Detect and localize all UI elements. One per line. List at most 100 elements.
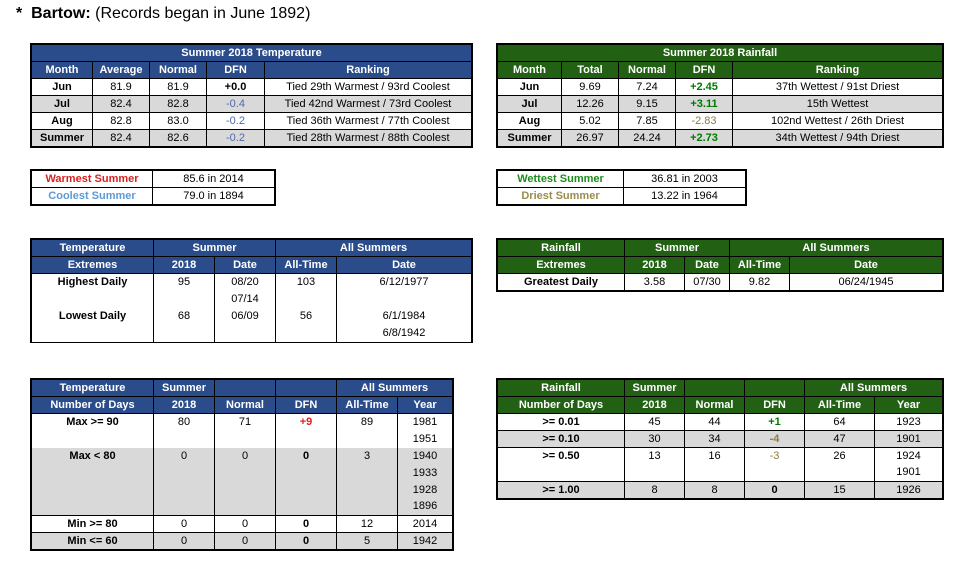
rainfall-extremes-table: Rainfall Summer All Summers Extremes 201…: [496, 238, 944, 292]
average-cell: 82.8: [92, 112, 150, 130]
days-header-line1: Rainfall: [497, 379, 625, 397]
alltime-header: All-Time: [336, 396, 398, 414]
min80-label: Min >= 80: [31, 515, 154, 533]
days-header-line2: Number of Days: [31, 396, 154, 414]
max80-year-3: 1928: [397, 481, 453, 499]
all-summers-header: All Summers: [275, 239, 472, 257]
table-row: 07/14: [31, 290, 472, 308]
table-row: Highest Daily 95 08/20 103 6/12/1977: [31, 273, 472, 291]
rainfall-days-table: Rainfall Summer All Summers Number of Da…: [496, 378, 944, 500]
dfn-cell: +0.0: [206, 78, 265, 96]
r010-normal: 34: [684, 430, 745, 448]
max90-normal: 71: [214, 413, 276, 431]
alltime-date-header: Date: [789, 256, 943, 274]
r050-year: 1924: [874, 447, 943, 465]
table-row: 1933: [31, 464, 453, 482]
normal-cell: 24.24: [618, 129, 676, 147]
ranking-cell: Tied 29th Warmest / 93rd Coolest: [264, 78, 472, 96]
temperature-days-table: Temperature Summer All Summers Number of…: [30, 378, 454, 551]
col-header: DFN: [206, 61, 265, 79]
dfn-header: DFN: [275, 396, 337, 414]
table-row: >= 0.10 30 34 -4 47 1901: [497, 430, 943, 448]
table-row: Driest Summer 13.22 in 1964: [497, 187, 746, 205]
min80-dfn: 0: [275, 515, 337, 533]
table-row: Aug 82.8 83.0 -0.2 Tied 36th Warmest / 7…: [31, 112, 472, 130]
lowest-alltime-date: 6/1/1984: [336, 307, 472, 325]
min60-year: 1942: [397, 532, 453, 550]
r050-value: 13: [624, 447, 685, 465]
max80-year: 1940: [397, 447, 453, 465]
month-cell: Jun: [497, 78, 562, 96]
col-header: Ranking: [264, 61, 472, 79]
table-row: Warmest Summer 85.6 in 2014: [31, 170, 275, 188]
highest-daily-value: 95: [153, 273, 215, 291]
table-row: 1928: [31, 481, 453, 499]
r100-normal: 8: [684, 481, 745, 499]
greatest-daily-date: 07/30: [684, 273, 730, 291]
coolest-summer-label: Coolest Summer: [31, 187, 153, 205]
r100-value: 8: [624, 481, 685, 499]
col-header: Total: [561, 61, 619, 79]
total-cell: 9.69: [561, 78, 619, 96]
min80-value: 0: [153, 515, 215, 533]
wettest-summer-value: 36.81 in 2003: [623, 170, 746, 188]
table-title: Summer 2018 Rainfall: [496, 44, 944, 62]
temperature-extremes-table: Temperature Summer All Summers Extremes …: [30, 238, 473, 343]
r100-alltime: 15: [804, 481, 875, 499]
extremes-header-line1: Temperature: [31, 239, 154, 257]
lowest-daily-value: 68: [153, 307, 215, 325]
r100-label: >= 1.00: [497, 481, 625, 499]
temperature-records-table: Warmest Summer 85.6 in 2014 Coolest Summ…: [30, 169, 276, 206]
r050-alltime: 26: [804, 447, 875, 465]
year-header: 2018: [153, 396, 215, 414]
table-row: Lowest Daily 68 06/09 56 6/1/1984: [31, 307, 472, 325]
normal-cell: 82.6: [149, 129, 207, 147]
greatest-alltime-date: 06/24/1945: [789, 273, 943, 291]
col-header: Month: [31, 61, 93, 79]
total-cell: 26.97: [561, 129, 619, 147]
r050-normal: 16: [684, 447, 745, 465]
greatest-daily-value: 3.58: [624, 273, 685, 291]
all-summers-header: All Summers: [804, 379, 943, 397]
warmest-summer-value: 85.6 in 2014: [152, 170, 275, 188]
normal-cell: 7.85: [618, 112, 676, 130]
month-cell: Jun: [31, 78, 93, 96]
normal-cell: 83.0: [149, 112, 207, 130]
r001-dfn: +1: [744, 413, 805, 431]
max90-alltime: 89: [336, 413, 398, 431]
highest-daily-date-2: 07/14: [214, 290, 276, 308]
min80-alltime: 12: [336, 515, 398, 533]
max90-year: 1981: [397, 413, 453, 431]
table-row: Min <= 60 0 0 0 5 1942: [31, 532, 453, 550]
alltime-date-header: Date: [336, 256, 472, 274]
page-header: * Bartow: (Records began in June 1892): [16, 5, 310, 23]
normal-cell: 82.8: [149, 95, 207, 113]
station-name: Bartow:: [31, 5, 91, 22]
r001-year: 1923: [874, 413, 943, 431]
min80-normal: 0: [214, 515, 276, 533]
table-row: Max >= 90 80 71 +9 89 1981: [31, 413, 453, 431]
col-header: DFN: [675, 61, 733, 79]
col-header: Normal: [618, 61, 676, 79]
summer-temperature-table: Summer 2018 Temperature Month Average No…: [30, 43, 473, 148]
ranking-cell: 37th Wettest / 91st Driest: [731, 78, 944, 96]
table-row: 1896: [31, 498, 453, 516]
max80-year-4: 1896: [397, 498, 453, 516]
min60-label: Min <= 60: [31, 532, 154, 550]
date-header: Date: [214, 256, 276, 274]
lowest-daily-label: Lowest Daily: [31, 307, 154, 325]
r100-dfn: 0: [744, 481, 805, 499]
ranking-cell: 15th Wettest: [731, 95, 944, 113]
max90-label: Max >= 90: [31, 413, 154, 431]
ranking-cell: Tied 36th Warmest / 77th Coolest: [264, 112, 472, 130]
min80-year: 2014: [397, 515, 453, 533]
coolest-summer-value: 79.0 in 1894: [152, 187, 275, 205]
month-cell: Jul: [497, 95, 562, 113]
r010-year: 1901: [874, 430, 943, 448]
dfn-cell: -0.4: [206, 95, 265, 113]
table-row: Jun 9.69 7.24 +2.45 37th Wettest / 91st …: [497, 78, 944, 96]
table-row: Min >= 80 0 0 0 12 2014: [31, 515, 453, 533]
lowest-alltime-value: 56: [275, 307, 337, 325]
records-note: (Records began in June 1892): [95, 5, 311, 22]
r001-label: >= 0.01: [497, 413, 625, 431]
